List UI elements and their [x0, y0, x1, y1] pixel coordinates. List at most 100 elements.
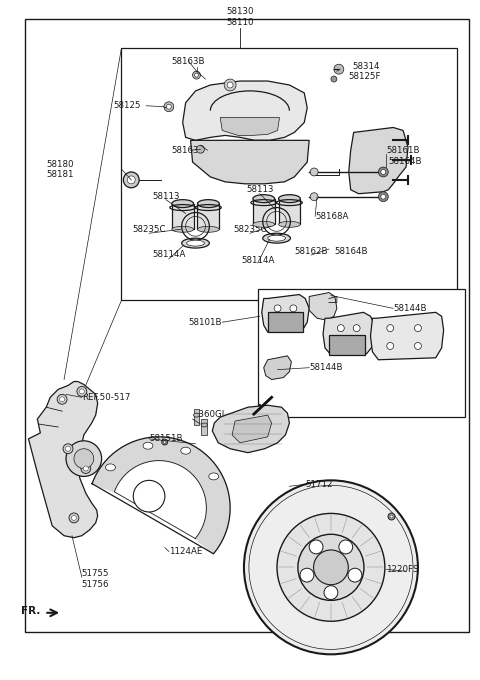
Circle shape — [84, 466, 88, 471]
Ellipse shape — [193, 413, 200, 417]
Circle shape — [309, 540, 323, 554]
Ellipse shape — [182, 238, 209, 248]
Text: 58125F: 58125F — [349, 71, 381, 81]
Circle shape — [162, 439, 168, 445]
Bar — [253, 199, 275, 224]
Ellipse shape — [278, 194, 300, 203]
Text: 58114A: 58114A — [152, 250, 186, 260]
Ellipse shape — [143, 442, 153, 449]
Circle shape — [414, 324, 421, 332]
Ellipse shape — [197, 226, 219, 233]
Circle shape — [77, 386, 87, 396]
Bar — [202, 419, 207, 435]
Circle shape — [274, 317, 281, 324]
Circle shape — [196, 146, 204, 153]
Circle shape — [79, 389, 84, 394]
Ellipse shape — [253, 194, 275, 203]
Text: FR.: FR. — [21, 606, 40, 616]
Polygon shape — [220, 118, 279, 135]
Ellipse shape — [202, 423, 207, 427]
Text: 51755: 51755 — [82, 568, 109, 578]
Polygon shape — [28, 381, 97, 538]
Polygon shape — [92, 437, 230, 554]
Circle shape — [224, 79, 236, 91]
Polygon shape — [349, 127, 408, 194]
Circle shape — [310, 192, 318, 201]
Circle shape — [227, 82, 233, 88]
Bar — [193, 409, 200, 425]
Circle shape — [164, 441, 166, 443]
Circle shape — [300, 568, 314, 582]
Ellipse shape — [106, 464, 115, 471]
Text: 58101B: 58101B — [189, 318, 222, 326]
Circle shape — [310, 168, 318, 176]
Circle shape — [164, 102, 174, 112]
Ellipse shape — [253, 222, 275, 227]
Circle shape — [192, 71, 201, 79]
Circle shape — [81, 464, 91, 473]
Circle shape — [69, 513, 79, 523]
Circle shape — [381, 194, 386, 199]
Ellipse shape — [187, 240, 204, 246]
Circle shape — [74, 449, 94, 469]
Circle shape — [378, 192, 388, 202]
Circle shape — [66, 446, 71, 452]
Circle shape — [313, 550, 348, 585]
Circle shape — [388, 513, 395, 520]
Text: 58113: 58113 — [152, 192, 180, 201]
Text: 1360GJ: 1360GJ — [192, 409, 224, 419]
Circle shape — [339, 540, 353, 554]
Polygon shape — [191, 140, 309, 184]
Bar — [329, 335, 364, 355]
Text: 58162B: 58162B — [294, 247, 328, 256]
Circle shape — [167, 104, 171, 109]
Text: 58181: 58181 — [47, 171, 74, 180]
Text: 58163B: 58163B — [172, 56, 205, 66]
Ellipse shape — [172, 200, 193, 207]
Circle shape — [244, 480, 418, 654]
Ellipse shape — [197, 200, 219, 207]
Circle shape — [57, 394, 67, 404]
Polygon shape — [232, 415, 272, 443]
Ellipse shape — [278, 222, 300, 227]
Circle shape — [337, 339, 344, 345]
Bar — [197, 203, 219, 229]
Circle shape — [277, 513, 385, 622]
Circle shape — [414, 343, 421, 350]
Text: 58144B: 58144B — [393, 304, 427, 313]
Circle shape — [72, 515, 76, 520]
Text: 58164B: 58164B — [334, 247, 368, 256]
Circle shape — [194, 73, 199, 77]
Text: 58235C: 58235C — [132, 225, 166, 234]
Ellipse shape — [268, 235, 286, 241]
Text: 1220FS: 1220FS — [386, 565, 419, 574]
Text: 51712: 51712 — [305, 480, 333, 489]
Polygon shape — [371, 312, 444, 360]
Text: 51756: 51756 — [82, 579, 109, 589]
Polygon shape — [264, 356, 291, 379]
Text: 58130: 58130 — [226, 7, 254, 16]
Ellipse shape — [263, 233, 290, 243]
Circle shape — [127, 176, 135, 184]
Text: 58113: 58113 — [246, 185, 274, 194]
Text: 58125: 58125 — [114, 101, 141, 110]
Bar — [268, 312, 303, 332]
Bar — [172, 203, 193, 229]
Circle shape — [353, 324, 360, 332]
Text: 58161B: 58161B — [386, 146, 420, 155]
Ellipse shape — [209, 473, 219, 480]
Text: 58110: 58110 — [226, 18, 254, 27]
Text: 58180: 58180 — [47, 160, 74, 169]
Circle shape — [387, 324, 394, 332]
Bar — [278, 199, 300, 224]
Bar — [121, 48, 457, 301]
Circle shape — [274, 305, 281, 312]
Text: 58314: 58314 — [353, 62, 380, 71]
Text: 58114A: 58114A — [241, 256, 275, 265]
Circle shape — [324, 585, 338, 600]
Ellipse shape — [181, 447, 191, 454]
Circle shape — [298, 534, 364, 600]
Text: 1124AE: 1124AE — [169, 547, 202, 556]
Text: REF.50-517: REF.50-517 — [82, 393, 130, 402]
Text: 58168A: 58168A — [315, 212, 348, 221]
